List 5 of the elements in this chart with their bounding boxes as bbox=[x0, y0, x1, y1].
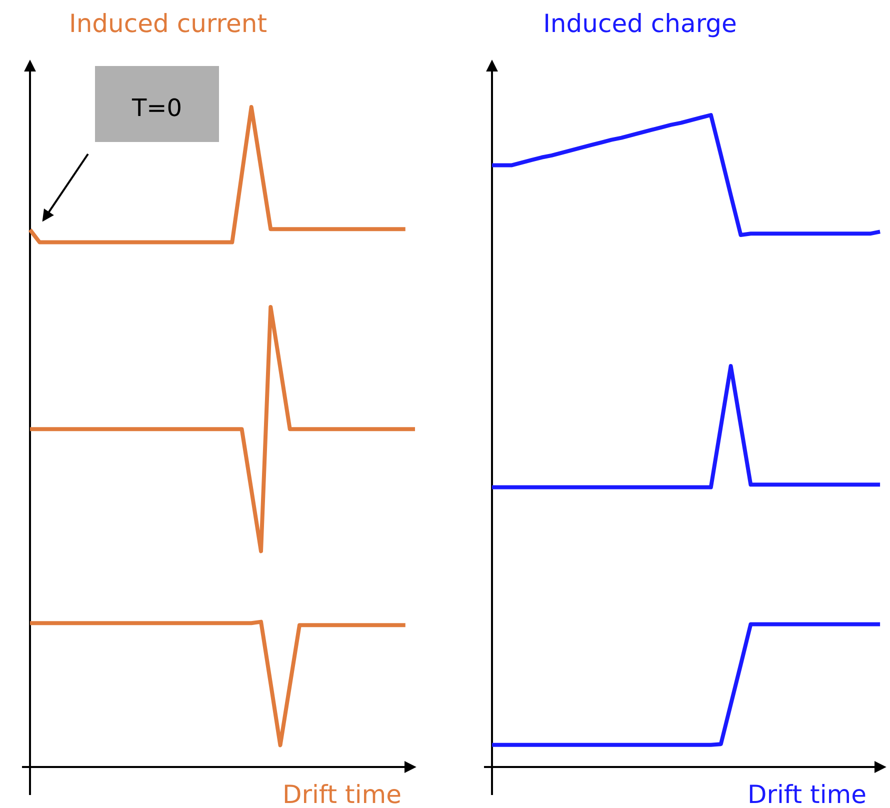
x-axis-title: Drift time bbox=[282, 780, 402, 808]
chart-title: Induced current bbox=[68, 9, 268, 38]
annotation: T=0 bbox=[130, 94, 182, 122]
chart-title: Induced charge bbox=[543, 9, 737, 38]
x-axis-title: Drift time bbox=[747, 780, 867, 808]
